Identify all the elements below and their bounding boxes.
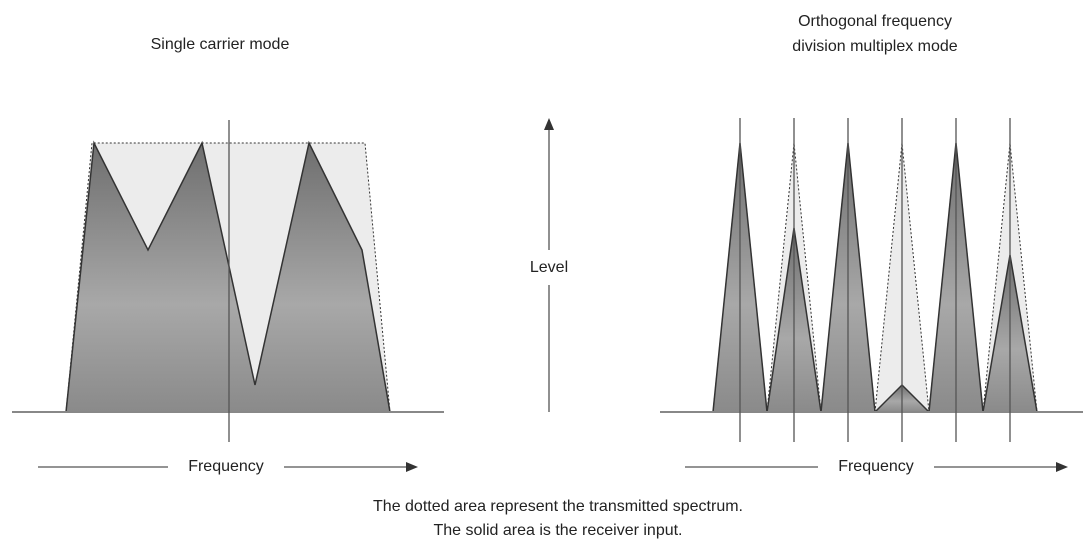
- level-label: Level: [530, 259, 568, 276]
- arrow-head: [544, 118, 554, 130]
- caption-line: The solid area is the receiver input.: [433, 522, 682, 539]
- left-title: Single carrier mode: [151, 36, 290, 53]
- carrier-lines: [739, 118, 1011, 442]
- frequency-label: Frequency: [838, 458, 914, 475]
- received-spectrum: [65, 140, 391, 413]
- right-title-line: Orthogonal frequency: [798, 13, 952, 30]
- arrow-head: [1056, 462, 1068, 472]
- arrow-head: [406, 462, 418, 472]
- frequency-label: Frequency: [188, 458, 264, 475]
- caption-line: The dotted area represent the transmitte…: [373, 498, 743, 515]
- right-title-line: division multiplex mode: [792, 38, 958, 55]
